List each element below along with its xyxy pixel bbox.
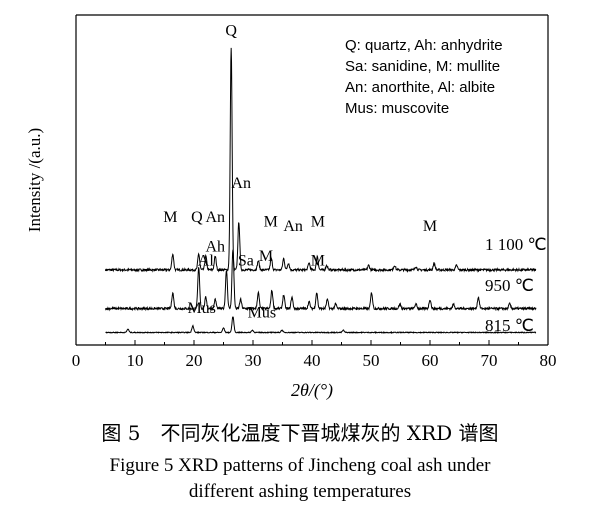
x-tick-label: 20 (186, 351, 203, 370)
x-tick-label: 40 (304, 351, 321, 370)
peak-annotation: M (264, 214, 278, 231)
legend-entry: Q: quartz, Ah: anhydrite (345, 37, 503, 54)
x-tick-label: 50 (363, 351, 380, 370)
peak-annotation: Sa (238, 252, 254, 269)
peak-annotation: Al (198, 252, 215, 269)
x-tick-label: 0 (72, 351, 81, 370)
peak-annotation: M (311, 252, 325, 269)
y-axis-label: Intensity /(a.u.) (25, 128, 44, 232)
series-layer (105, 47, 537, 334)
peak-annotation: M (259, 248, 273, 265)
x-tick-label: 10 (127, 351, 144, 370)
peak-annotation: M (163, 209, 177, 226)
peak-annotation: Mus (187, 300, 215, 317)
xrd-series-line (105, 316, 537, 334)
peak-annotation: An (283, 218, 303, 235)
peak-annotation: Ah (205, 239, 225, 256)
x-ticks: 0 10 20 30 40 50 60 70 80 (72, 340, 557, 370)
peak-annotation: An (231, 175, 251, 192)
x-axis-label: 2θ/(°) (291, 380, 333, 401)
x-tick-label: 70 (481, 351, 498, 370)
caption-chinese: 图 5 不同灰化温度下晋城煤灰的 XRD 谱图 (101, 421, 499, 445)
peak-annotation: Q (225, 22, 237, 39)
xrd-series-line (105, 249, 537, 312)
series-label-950: 950 ℃ (485, 276, 534, 295)
x-tick-label: 80 (540, 351, 557, 370)
peak-annotation: M (311, 214, 325, 231)
peak-annotation: M (423, 218, 437, 235)
legend-entry: Mus: muscovite (345, 100, 449, 117)
x-tick-label: 30 (245, 351, 262, 370)
x-tick-label: 60 (422, 351, 439, 370)
peak-annotation: Q (191, 209, 203, 226)
legend-entry: An: anorthite, Al: albite (345, 79, 495, 96)
xrd-series-line (105, 47, 537, 273)
caption-english-line2: different ashing temperatures (188, 481, 412, 502)
peak-annotation: An (205, 209, 225, 226)
caption-english-line1: Figure 5 XRD patterns of Jincheng coal a… (109, 455, 491, 476)
legend: Q: quartz, Ah: anhydrite Sa: sanidine, M… (345, 37, 503, 117)
series-label-1100: 1 100 ℃ (485, 235, 547, 254)
series-label-815: 815 ℃ (485, 316, 534, 335)
legend-entry: Sa: sanidine, M: mullite (345, 58, 500, 75)
peak-annotation: Mus (248, 305, 276, 322)
